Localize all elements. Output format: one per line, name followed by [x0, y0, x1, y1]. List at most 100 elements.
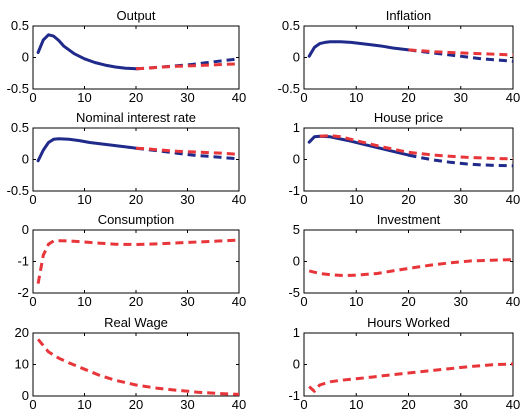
x-tick-label: 10 [349, 397, 363, 412]
x-tick-label: 30 [180, 397, 194, 412]
x-tick-label: 10 [77, 192, 91, 207]
y-tick-label: 0 [22, 50, 29, 65]
y-tick-label: -1 [288, 183, 300, 198]
x-tick-label: 40 [232, 294, 246, 309]
x-tick-label: 20 [129, 397, 143, 412]
y-tick-label: 0.5 [282, 18, 300, 33]
x-tick-label: 20 [129, 90, 143, 105]
y-tick-label: 1 [293, 120, 300, 135]
x-tick-label: 40 [506, 294, 520, 309]
panel-7: Real Wage 0 10 20 30 40 0 10 20 [15, 315, 247, 412]
y-tick-label: -0.5 [7, 183, 29, 198]
x-tick-label: 30 [454, 294, 468, 309]
panel-title: Output [116, 8, 155, 23]
y-tick-label: 0 [22, 222, 29, 237]
x-tick-label: 40 [232, 397, 246, 412]
panel-title: Real Wage [104, 315, 168, 330]
panel-title: Nominal interest rate [76, 110, 196, 125]
x-tick-label: 20 [401, 192, 415, 207]
panel-title: House price [374, 110, 443, 125]
y-tick-label: -5 [288, 285, 300, 300]
x-tick-label: 40 [232, 192, 246, 207]
x-tick-label: 30 [180, 294, 194, 309]
plot-frame [303, 332, 514, 397]
y-tick-label: 0.5 [11, 120, 29, 135]
plot-frame [303, 25, 514, 90]
y-tick-label: 0 [22, 388, 29, 403]
series-line-dashed-1 [308, 362, 514, 393]
x-tick-label: 30 [454, 397, 468, 412]
x-tick-label: 40 [232, 90, 246, 105]
y-tick-label: -0.5 [7, 81, 29, 96]
y-tick-label: -1 [288, 388, 300, 403]
x-tick-label: 40 [506, 192, 520, 207]
series-line-dashed-2 [135, 57, 240, 71]
x-tick-label: 0 [29, 294, 36, 309]
y-tick-label: 0 [22, 152, 29, 167]
series-line-dashed-3 [408, 48, 514, 57]
series-line-dashed-3 [135, 146, 240, 156]
x-tick-label: 40 [506, 90, 520, 105]
series-line-dashed-1 [36, 238, 240, 284]
series-line-solid-1 [307, 40, 410, 58]
x-tick-label: 10 [349, 294, 363, 309]
y-tick-label: 0 [293, 152, 300, 167]
y-tick-label: 0 [293, 254, 300, 269]
x-tick-label: 20 [129, 294, 143, 309]
y-tick-label: -2 [17, 285, 29, 300]
y-tick-label: 1 [293, 325, 300, 340]
y-tick-label: -1 [17, 254, 29, 269]
y-tick-label: 10 [15, 357, 29, 372]
y-tick-label: 0 [293, 357, 300, 372]
x-tick-label: 0 [29, 192, 36, 207]
plot-frame [32, 25, 240, 90]
y-tick-label: -0.5 [278, 81, 300, 96]
x-tick-label: 30 [180, 192, 194, 207]
series-line-dashed-1 [308, 258, 514, 277]
plot-frame [32, 332, 240, 397]
x-tick-label: 0 [300, 192, 307, 207]
x-tick-label: 30 [454, 90, 468, 105]
y-tick-label: 20 [15, 325, 29, 340]
series-line-dashed-3 [135, 62, 240, 71]
panel-title: Consumption [98, 212, 175, 227]
x-tick-label: 0 [300, 294, 307, 309]
x-tick-label: 10 [349, 192, 363, 207]
x-tick-label: 10 [77, 397, 91, 412]
series-line-dashed-3 [319, 134, 514, 161]
x-tick-label: 20 [129, 192, 143, 207]
x-tick-label: 0 [300, 90, 307, 105]
x-tick-label: 40 [506, 397, 520, 412]
plot-frame [32, 127, 240, 192]
y-tick-label: 0 [293, 50, 300, 65]
x-tick-label: 0 [29, 90, 36, 105]
series-line-dashed-2 [135, 146, 240, 161]
x-tick-label: 10 [77, 294, 91, 309]
x-tick-label: 30 [454, 192, 468, 207]
series-line-solid-1 [307, 134, 410, 157]
series-line-solid-1 [36, 33, 138, 71]
series-line-solid-1 [36, 137, 138, 163]
x-tick-label: 30 [180, 90, 194, 105]
panel-title: Investment [377, 212, 441, 227]
y-tick-label: 0.5 [11, 18, 29, 33]
x-tick-label: 10 [77, 90, 91, 105]
panel-title: Hours Worked [367, 315, 450, 330]
x-tick-label: 20 [401, 397, 415, 412]
panel-title: Inflation [386, 8, 432, 23]
series-line-dashed-2 [408, 153, 514, 168]
x-tick-label: 10 [349, 90, 363, 105]
x-tick-label: 0 [300, 397, 307, 412]
panel-5: Consumption 0 10 20 30 40 -2 -1 0 [17, 212, 246, 309]
x-tick-label: 20 [401, 90, 415, 105]
series-line-dashed-1 [36, 338, 240, 396]
x-tick-label: 20 [401, 294, 415, 309]
y-tick-label: 5 [293, 222, 300, 237]
